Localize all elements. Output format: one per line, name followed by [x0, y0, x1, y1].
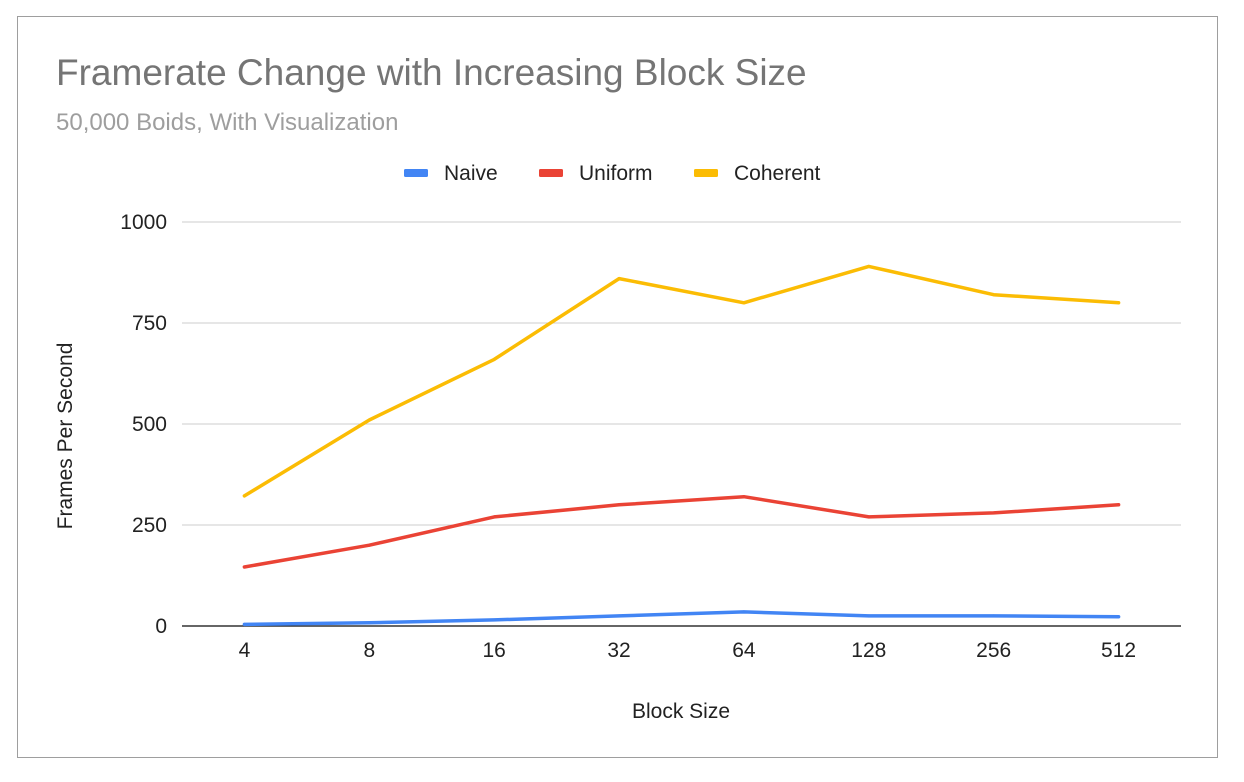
data-point-naive: [492, 618, 496, 622]
data-point-uniform: [992, 511, 996, 515]
x-tick-labels: 4 8 16 32 64 128 256 512: [239, 639, 1136, 662]
x-tick-label: 4: [239, 639, 251, 662]
data-point-uniform: [242, 565, 246, 569]
data-point-naive: [992, 614, 996, 618]
y-tick-label: 1000: [120, 211, 167, 234]
legend: Naive Uniform Coherent: [404, 162, 821, 185]
y-tick-label: 500: [132, 413, 167, 436]
data-point-coherent: [367, 418, 371, 422]
data-point-coherent: [1117, 301, 1121, 305]
series-line-naive: [242, 610, 1121, 627]
data-point-naive: [1117, 615, 1121, 619]
data-point-naive: [367, 621, 371, 625]
chart-frame: [17, 16, 1218, 758]
data-point-coherent: [867, 264, 871, 268]
y-tick-label: 250: [132, 514, 167, 537]
data-point-uniform: [367, 543, 371, 547]
legend-label-uniform: Uniform: [579, 162, 653, 185]
chart-subtitle: 50,000 Boids, With Visualization: [56, 109, 399, 136]
legend-label-coherent: Coherent: [734, 162, 821, 185]
data-point-uniform: [1117, 503, 1121, 507]
data-point-naive: [867, 614, 871, 618]
x-tick-label: 8: [363, 639, 375, 662]
x-axis-label: Block Size: [632, 700, 730, 723]
series-line-uniform: [242, 494, 1121, 569]
x-tick-label: 32: [607, 639, 630, 662]
data-point-uniform: [867, 515, 871, 519]
data-point-naive: [617, 614, 621, 618]
legend-swatch-uniform: [539, 169, 563, 177]
y-tick-label: 0: [155, 615, 167, 638]
data-point-uniform: [742, 495, 746, 499]
data-point-naive: [242, 622, 246, 626]
y-tick-label: 750: [132, 312, 167, 335]
chart-title: Framerate Change with Increasing Block S…: [56, 52, 807, 93]
data-point-coherent: [242, 494, 246, 498]
legend-swatch-coherent: [694, 169, 718, 177]
x-tick-label: 128: [851, 639, 886, 662]
x-tick-label: 256: [976, 639, 1011, 662]
x-tick-label: 512: [1101, 639, 1136, 662]
y-tick-labels: 0 250 500 750 1000: [120, 211, 167, 638]
data-point-uniform: [492, 515, 496, 519]
data-point-naive: [742, 610, 746, 614]
x-tick-label: 64: [732, 639, 756, 662]
data-point-coherent: [992, 293, 996, 297]
y-axis-label: Frames Per Second: [54, 343, 77, 530]
legend-swatch-naive: [404, 169, 428, 177]
data-point-coherent: [742, 301, 746, 305]
gridlines: [182, 221, 1181, 627]
legend-label-naive: Naive: [444, 162, 498, 185]
series-lines: [242, 264, 1121, 627]
data-point-coherent: [617, 277, 621, 281]
data-point-coherent: [492, 357, 496, 361]
series-line-coherent: [242, 264, 1121, 498]
data-point-uniform: [617, 503, 621, 507]
x-tick-label: 16: [483, 639, 506, 662]
